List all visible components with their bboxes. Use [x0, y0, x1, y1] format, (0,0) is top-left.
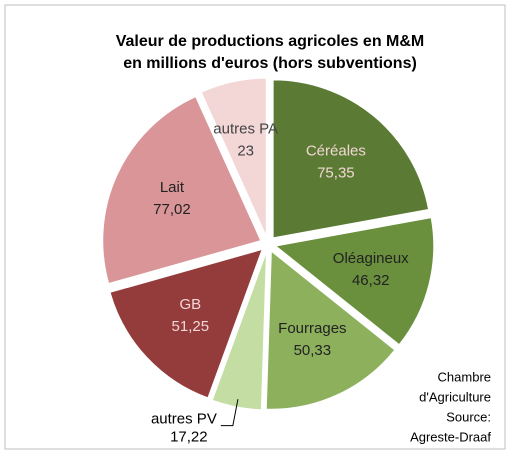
slice-value: 50,33	[294, 342, 332, 359]
leader-line	[220, 399, 239, 427]
slice-label: autres PV	[151, 411, 217, 428]
slice-value: 77,02	[153, 201, 191, 218]
slice-label: Lait	[160, 179, 185, 196]
slice-label: Fourrages	[278, 320, 346, 337]
slice-value: 17,22	[170, 429, 208, 446]
slice-label: Céréales	[306, 143, 366, 160]
annotation: Chambre	[438, 369, 491, 384]
chart-subtitle: en millions d'euros (hors subventions)	[123, 55, 417, 72]
chart-title: Valeur de productions agricoles en M&M	[116, 33, 425, 50]
annotation: Agreste-Draaf	[410, 429, 491, 444]
slice-value: 23	[237, 142, 254, 159]
slice-label: autres PA	[213, 120, 278, 137]
slice-label: GB	[179, 296, 201, 313]
pie-slice	[274, 217, 435, 346]
slice-value: 51,25	[172, 318, 210, 335]
pie-slice	[200, 77, 267, 237]
slice-value: 75,35	[317, 165, 355, 182]
slice-label: Oléagineux	[333, 250, 409, 267]
pie-slice	[265, 250, 396, 410]
pie-slice	[109, 248, 263, 399]
pie-slice	[272, 79, 430, 239]
slice-value: 46,32	[352, 272, 390, 289]
pie-slice	[102, 95, 262, 285]
annotation: d'Agriculture	[419, 389, 491, 404]
annotation: Source:	[446, 409, 491, 424]
